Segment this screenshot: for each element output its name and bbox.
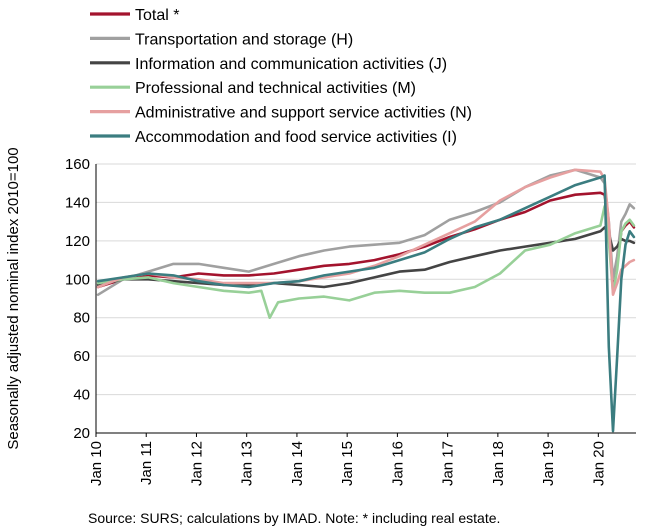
y-tick-label: 60 xyxy=(73,348,90,365)
x-tick-label: Jan 17 xyxy=(440,441,457,486)
legend-label: Accommodation and food service activitie… xyxy=(135,129,457,146)
series-line xyxy=(96,168,636,296)
legend-label: Total * xyxy=(135,7,179,24)
x-tick-label: Jan 18 xyxy=(490,441,507,486)
x-tick-label: Jan 19 xyxy=(540,441,557,486)
gridlines xyxy=(96,163,636,434)
x-tick-label: Jan 13 xyxy=(239,441,256,486)
series-layer xyxy=(96,168,636,433)
legend-label: Information and communication activities… xyxy=(135,56,447,73)
x-tick-label: Jan 11 xyxy=(138,441,155,485)
y-tick-label: 80 xyxy=(73,310,90,327)
series-line xyxy=(96,168,636,296)
legend-label: Transportation and storage (H) xyxy=(135,31,353,48)
y-axis-label: Seasonally adjusted nominal index 2010=1… xyxy=(5,147,22,449)
y-tick-label: 100 xyxy=(65,271,90,288)
source-note: Source: SURS; calculations by IMAD. Note… xyxy=(88,510,500,526)
series-line xyxy=(96,191,636,289)
x-tick-label: Jan 12 xyxy=(188,441,205,486)
y-tick-label: 160 xyxy=(65,156,90,173)
y-tick-label: 140 xyxy=(65,194,90,211)
legend: Total * Transportation and storage (H) Inf… xyxy=(90,7,472,146)
x-tick-label: Jan 15 xyxy=(339,441,356,486)
axes: 20 40 60 80 100 120 140 160 Jan 10 Jan 11 Jan 12 Ja… xyxy=(65,156,636,486)
y-tick-label: 40 xyxy=(73,387,90,404)
x-tick-label: Jan 16 xyxy=(389,441,406,486)
x-tick-label: Jan 14 xyxy=(289,441,306,486)
y-tick-label: 120 xyxy=(65,233,90,250)
x-tick-label: Jan 20 xyxy=(590,441,607,486)
legend-label: Administrative and support service activ… xyxy=(135,105,472,122)
series-line xyxy=(96,174,636,433)
legend-label: Professional and technical activities (M… xyxy=(135,80,416,97)
y-tick-label: 20 xyxy=(73,425,90,442)
x-tick-label: Jan 10 xyxy=(88,441,105,486)
